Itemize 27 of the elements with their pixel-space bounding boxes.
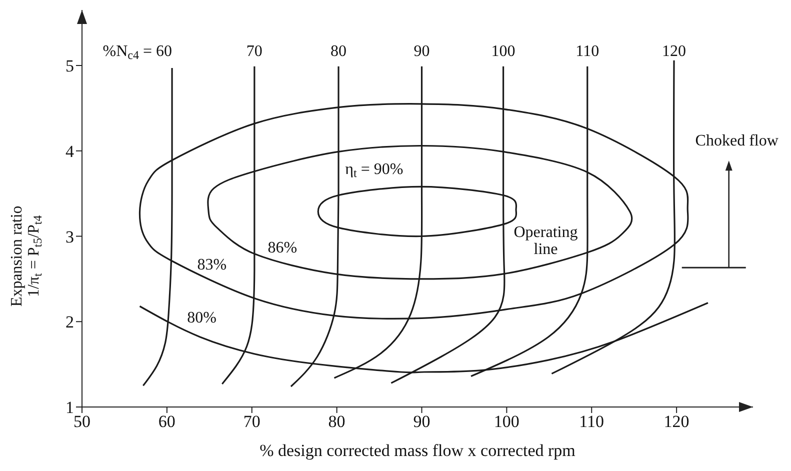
y-tick-label: 2 bbox=[66, 312, 74, 332]
annotation: 83% bbox=[197, 256, 227, 273]
x-tick-label: 120 bbox=[664, 412, 690, 432]
y-tick-label: 1 bbox=[66, 398, 74, 418]
y-tick-label: 4 bbox=[66, 142, 74, 161]
x-tick-label: 70 bbox=[243, 412, 260, 432]
y-tick-label: 5 bbox=[66, 56, 74, 76]
x-tick-label: 100 bbox=[494, 412, 520, 432]
y-tick-label: 3 bbox=[66, 227, 74, 246]
annotation: 86% bbox=[268, 238, 298, 256]
annotation: Choked flow bbox=[695, 132, 779, 150]
annotation: 120 bbox=[662, 42, 686, 60]
annotation: 80 bbox=[330, 42, 347, 60]
x-tick-label: 60 bbox=[158, 412, 176, 432]
x-axis-title: % design corrected mass flow x corrected rpm bbox=[258, 441, 576, 461]
annotation: %N$_{c4}$ = 60 bbox=[102, 42, 172, 62]
x-tick-label: 90 bbox=[413, 412, 430, 432]
x-tick-label: 110 bbox=[579, 412, 604, 432]
annotation: 70 bbox=[246, 42, 262, 60]
annotation: Operating line bbox=[514, 224, 578, 258]
annotation: 100 bbox=[491, 42, 516, 60]
x-tick-label: 80 bbox=[328, 412, 346, 432]
annotation: 110 bbox=[576, 42, 600, 60]
x-tick-label: 50 bbox=[74, 412, 90, 432]
annotation: 90 bbox=[414, 42, 430, 60]
annotation: η$_{t}$ = 90% bbox=[345, 160, 404, 180]
annotation: 80% bbox=[187, 308, 216, 326]
